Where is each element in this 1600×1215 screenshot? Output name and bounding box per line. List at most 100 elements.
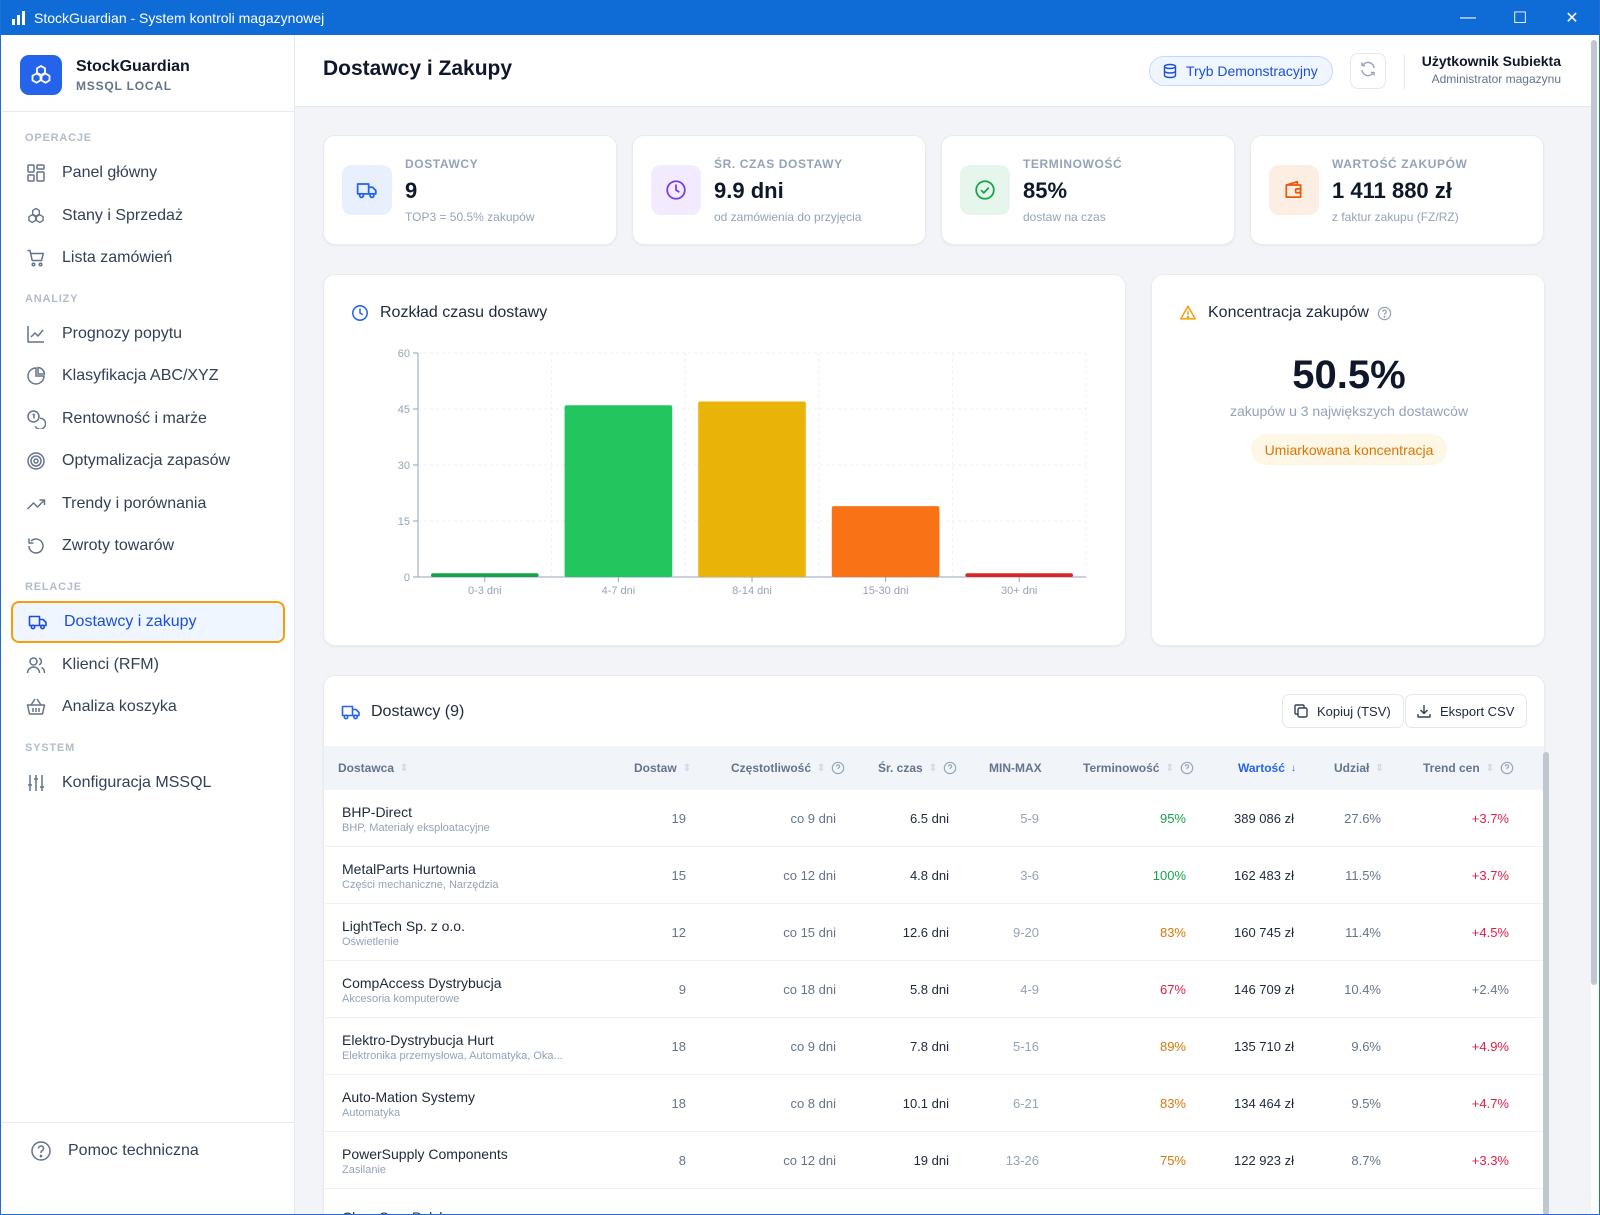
database-icon (1162, 63, 1178, 79)
help-circle-icon[interactable] (1377, 306, 1392, 321)
user-name: Użytkownik Subiekta (1421, 53, 1561, 69)
close-button[interactable]: ✕ (1565, 9, 1579, 27)
cell-frequency (754, 1189, 836, 1214)
kpi-label: DOSTAWCY (405, 157, 479, 171)
sidebar-item-zwroty[interactable]: Zwroty towarów (11, 525, 285, 567)
dashboard-icon (25, 162, 47, 184)
section-operacje: OPERACJE (25, 132, 92, 144)
table-row[interactable]: MetalParts Hurtownia Części mechaniczne, … (324, 847, 1544, 904)
bar-0-3-dni (431, 573, 539, 577)
cell-deliveries: 15 (671, 868, 686, 883)
column-header-on-time[interactable]: Terminowość ⇕ (1083, 746, 1194, 790)
export-csv-button[interactable]: Eksport CSV (1405, 694, 1528, 728)
concentration-card: Koncentracja zakupów 50.5% zakupów u 3 n… (1151, 274, 1545, 646)
table-row[interactable]: Auto-Mation Systemy Automatyka 18 co 8 dni 1… (324, 1075, 1544, 1132)
sidebar-item-koszyk[interactable]: Analiza koszyka (11, 686, 285, 728)
supplier-name: ChemServ Polska (342, 1209, 454, 1215)
table-row[interactable]: LightTech Sp. z o.o. Oświetlenie 12 co 15 d… (324, 904, 1544, 961)
sidebar-item-zamowienia[interactable]: Lista zamówień (11, 237, 285, 279)
sidebar-item-label: Trendy i porównania (62, 495, 207, 512)
suppliers-title: Dostawcy (9) (341, 702, 464, 722)
table-scroll-thumb[interactable] (1543, 752, 1549, 1214)
column-header-value[interactable]: Wartość ↓ (1238, 761, 1296, 775)
refresh-button[interactable] (1350, 53, 1386, 89)
help-circle-icon (832, 761, 845, 775)
cell-deliveries (634, 1189, 686, 1214)
help-circle-icon (1180, 761, 1194, 775)
sidebar-item-trendy[interactable]: Trendy i porównania (11, 483, 285, 525)
sort-desc-icon: ↓ (1290, 762, 1296, 774)
sidebar-item-label: Optymalizacja zapasów (62, 452, 231, 469)
user-info[interactable]: Użytkownik Subiekta Administrator magazy… (1422, 53, 1561, 86)
sidebar-item-dostawcy[interactable]: Dostawcy i zakupy (11, 601, 285, 643)
demo-mode-button[interactable]: Tryb Demonstracyjny (1149, 56, 1333, 86)
sidebar-item-rentownosc[interactable]: Rentowność i marże (11, 398, 285, 440)
x-tick-label: 15-30 dni (863, 585, 909, 597)
column-header-deliveries[interactable]: Dostaw ⇕ (634, 761, 692, 775)
cell-min-max (989, 1189, 1039, 1214)
cell-share: 27.6% (1344, 811, 1381, 826)
y-tick-label: 30 (398, 460, 410, 472)
sidebar-item-panel[interactable]: Panel główny (11, 152, 285, 194)
help-circle-icon (30, 1140, 52, 1162)
cell-price-trend: +3.7% (1471, 868, 1509, 883)
column-header-price-trend[interactable]: Trend cen ⇕ (1423, 746, 1514, 790)
cell-avg-time: 10.1 dni (902, 1096, 949, 1111)
minimize-button[interactable]: — (1460, 8, 1476, 26)
help-circle-icon (943, 761, 957, 775)
refresh-icon (1359, 60, 1377, 83)
help-link[interactable]: Pomoc techniczna (30, 1140, 199, 1162)
concentration-title-label: Koncentracja zakupów (1208, 304, 1369, 321)
suppliers-table-card: Dostawcy (9) Kopiuj (TSV) Eksport CSV Do… (323, 675, 1545, 1215)
main-scroll-thumb[interactable] (1591, 40, 1597, 985)
table-scrollbar[interactable] (1542, 750, 1551, 1214)
cell-supplier: Elektro-Dystrybucja Hurt Elektronika prze… (342, 1018, 622, 1075)
pie-chart-icon (25, 365, 47, 387)
kpi-card-avg-delivery-time: ŚR. CZAS DOSTAWY 9.9 dni od zamówienia d… (632, 135, 926, 245)
cell-avg-time: 19 dni (913, 1153, 949, 1168)
cell-supplier: MetalParts Hurtownia Części mechaniczne, … (342, 847, 622, 904)
cell-min-max: 3-6 (1020, 868, 1039, 883)
supplier-name: Auto-Mation Systemy (342, 1088, 476, 1105)
cell-share: 11.4% (1345, 925, 1381, 940)
cell-avg-time: 5.8 dni (909, 982, 949, 997)
cell-price-trend: +4.7% (1471, 1096, 1509, 1111)
table-row[interactable]: CompAccess Dystrybucja Akcesoria komputer… (324, 961, 1544, 1018)
cell-on-time: 75% (1159, 1153, 1186, 1168)
sidebar-item-stany[interactable]: Stany i Sprzedaż (11, 195, 285, 237)
copy-tsv-button[interactable]: Kopiuj (TSV) (1282, 694, 1404, 728)
kpi-subtext: od zamówienia do przyjęcia (714, 210, 862, 224)
basket-icon (25, 696, 47, 718)
demo-mode-label: Tryb Demonstracyjny (1186, 63, 1318, 79)
table-row[interactable]: ChemServ Polska (324, 1189, 1544, 1215)
wallet-icon (1269, 165, 1319, 215)
kpi-label: TERMINOWOŚĆ (1023, 157, 1123, 171)
column-header-share[interactable]: Udział ⇕ (1334, 761, 1384, 775)
cell-frequency: co 15 dni (783, 925, 836, 940)
supplier-name: CompAccess Dystrybucja (342, 974, 502, 991)
column-header-avg-time[interactable]: Śr. czas ⇕ (878, 746, 957, 790)
cell-price-trend: +3.3% (1471, 1153, 1509, 1168)
maximize-button[interactable]: ☐ (1512, 9, 1528, 27)
table-row[interactable]: Elektro-Dystrybucja Hurt Elektronika prze… (324, 1018, 1544, 1075)
column-header-frequency[interactable]: Częstotliwość ⇕ (731, 746, 845, 790)
sidebar-item-optymalizacja[interactable]: Optymalizacja zapasów (11, 440, 285, 482)
x-tick-label: 4-7 dni (602, 585, 636, 597)
cell-frequency: co 12 dni (783, 868, 836, 883)
sidebar-item-abc-xyz[interactable]: Klasyfikacja ABC/XYZ (11, 355, 285, 397)
sidebar-item-prognozy[interactable]: Prognozy popytu (11, 313, 285, 355)
main-scrollbar[interactable] (1590, 35, 1599, 1214)
cell-deliveries: 18 (671, 1096, 686, 1111)
cell-value: 134 464 zł (1234, 1096, 1294, 1111)
cell-deliveries: 18 (671, 1039, 686, 1054)
sidebar-item-mssql[interactable]: Konfiguracja MSSQL (11, 762, 285, 804)
section-analizy: ANALIZY (25, 293, 79, 305)
table-row[interactable]: PowerSupply Components Zasilanie 8 co 12 dn… (324, 1132, 1544, 1189)
concentration-value: 50.5% (1292, 353, 1406, 397)
section-relacje: RELACJE (25, 581, 82, 593)
table-row[interactable]: BHP-Direct BHP, Materiały eksploatacyjne 1… (324, 790, 1544, 847)
sidebar-item-label: Rentowność i marże (62, 410, 207, 427)
column-header-supplier[interactable]: Dostawca ⇕ (338, 761, 409, 775)
bar-4-7-dni (564, 405, 673, 577)
sidebar-item-klienci[interactable]: Klienci (RFM) (11, 644, 285, 686)
